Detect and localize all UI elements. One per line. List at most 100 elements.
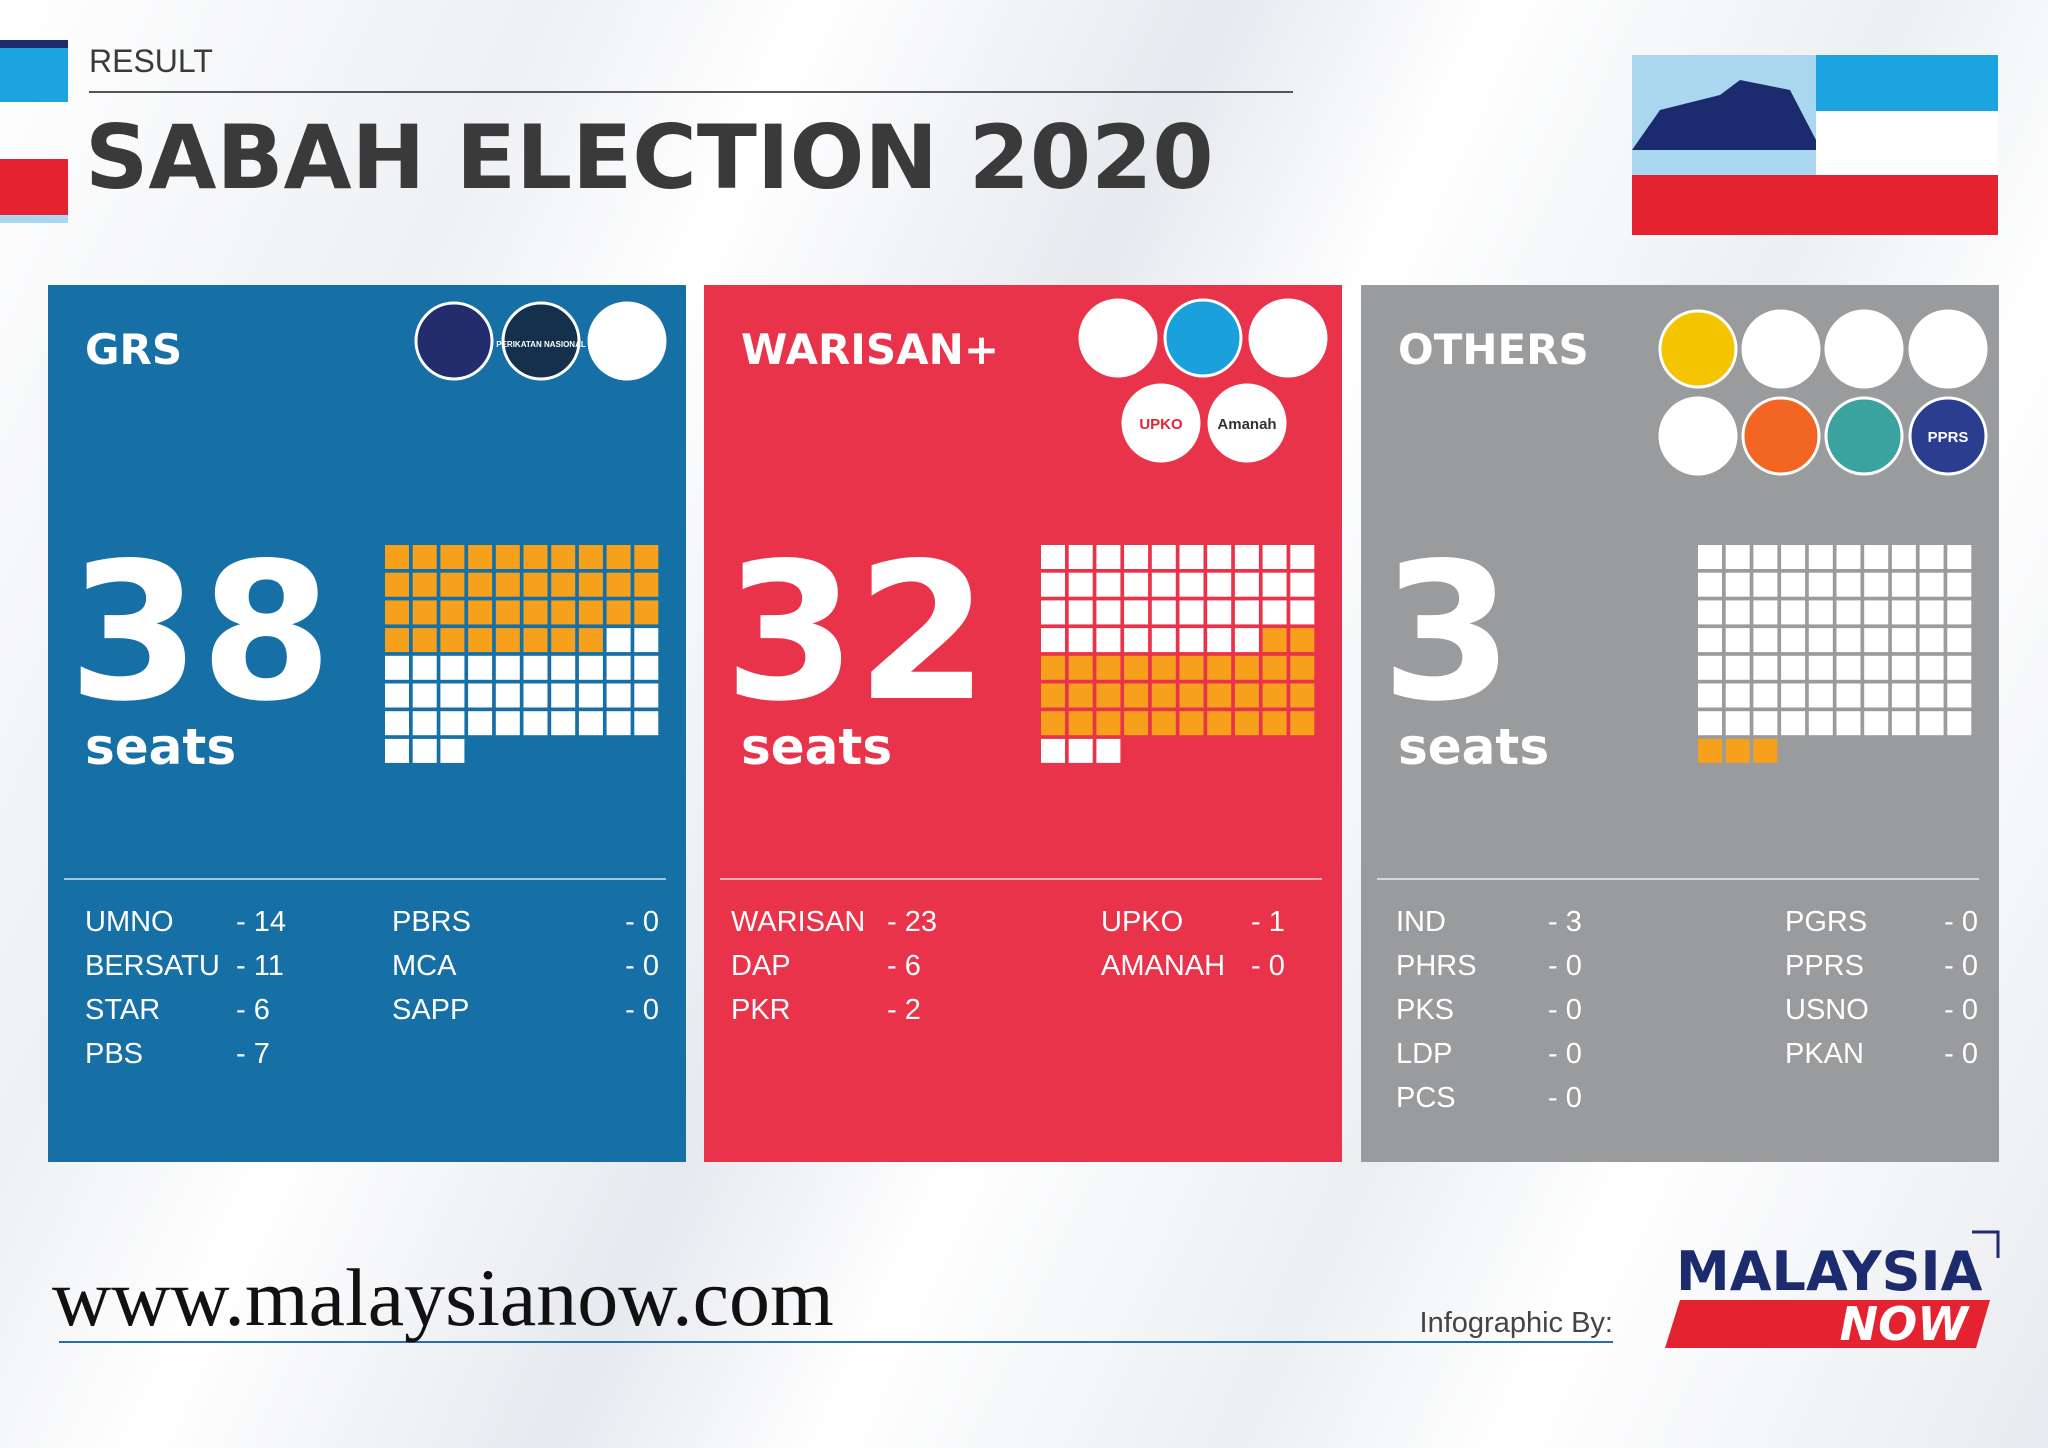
waffle-cell: [1781, 655, 1806, 680]
party-logo: [1824, 309, 1904, 389]
waffle-seat: [523, 628, 548, 653]
party-logo: [1658, 396, 1738, 476]
waffle-seat: [1096, 711, 1121, 736]
waffle-seat: [412, 572, 437, 597]
seats-label: seats: [741, 718, 892, 776]
waffle-cell: [606, 683, 631, 708]
waffle-seat: [495, 600, 520, 625]
stripe-navy: [0, 40, 68, 48]
logo-text: PERIKATAN NASIONAL: [496, 340, 586, 349]
panel-title: OTHERS: [1398, 325, 1589, 374]
waffle-cell: [1096, 600, 1121, 625]
waffle-cell: [1808, 711, 1833, 736]
waffle-cell: [1753, 655, 1778, 680]
brand-band: [1665, 1300, 1990, 1348]
waffle-cell: [1753, 711, 1778, 736]
waffle-cell: [1919, 545, 1944, 569]
waffle-cell: [1179, 545, 1204, 569]
party-name: PHRS: [1396, 950, 1477, 982]
waffle-seat: [1124, 683, 1149, 708]
waffle-cell: [1698, 572, 1722, 597]
waffle-seat: [1151, 655, 1176, 680]
waffle-cell: [1891, 628, 1916, 653]
waffle-seat: [440, 572, 465, 597]
waffle-cell: [1891, 655, 1916, 680]
waffle-cell: [1864, 600, 1889, 625]
waffle-seat: [1068, 711, 1093, 736]
waffle-cell: [1836, 600, 1861, 625]
party-logo: [1248, 298, 1328, 378]
waffle-cell: [1753, 545, 1778, 569]
waffle-seat: [1207, 711, 1232, 736]
waffle-cell: [468, 711, 493, 736]
waffle-cell: [1262, 600, 1287, 625]
waffle-cell: [1041, 545, 1065, 569]
waffle-cell: [385, 683, 409, 708]
waffle-seat: [440, 545, 465, 569]
waffle-cell: [412, 711, 437, 736]
party-logo: [1908, 396, 1988, 476]
seats-label: seats: [85, 718, 236, 776]
waffle-seat: [1290, 655, 1315, 680]
waffle-cell: [1234, 600, 1259, 625]
waffle-seat: [1698, 738, 1722, 763]
waffle-cell: [1947, 683, 1972, 708]
waffle-seat: [468, 600, 493, 625]
waffle-cell: [1234, 545, 1259, 569]
party-name: PGRS: [1785, 906, 1867, 938]
waffle-cell: [1151, 572, 1176, 597]
waffle-cell: [1836, 628, 1861, 653]
waffle-cell: [1207, 545, 1232, 569]
waffle-cell: [1891, 572, 1916, 597]
waffle-cell: [1151, 628, 1176, 653]
waffle-cell: [1725, 711, 1750, 736]
waffle-seat: [1179, 655, 1204, 680]
waffle-cell: [1207, 572, 1232, 597]
party-seats: - 14: [236, 906, 286, 938]
waffle-cell: [1836, 683, 1861, 708]
waffle-cell: [412, 683, 437, 708]
waffle-seat: [1151, 711, 1176, 736]
party-name: AMANAH: [1101, 950, 1225, 982]
seats-label: seats: [1398, 718, 1549, 776]
waffle-cell: [1068, 545, 1093, 569]
waffle-seat: [1179, 683, 1204, 708]
waffle-seat: [1753, 738, 1778, 763]
waffle-seat: [1096, 683, 1121, 708]
waffle-seat: [1151, 683, 1176, 708]
waffle-cell: [1698, 545, 1722, 569]
waffle-seat: [440, 600, 465, 625]
panel-title: GRS: [85, 325, 182, 374]
waffle-seat: [1179, 711, 1204, 736]
party-logo: [1121, 383, 1201, 463]
waffle-cell: [1947, 628, 1972, 653]
waffle-cell: [1068, 628, 1093, 653]
waffle-seat: [385, 628, 409, 653]
waffle-cell: [1698, 655, 1722, 680]
waffle-seat: [523, 572, 548, 597]
party-seats: - 0: [1548, 994, 1582, 1026]
waffle-seat: [606, 600, 631, 625]
party-seats: - 7: [236, 1038, 270, 1070]
waffle-seat: [385, 600, 409, 625]
waffle-cell: [1151, 600, 1176, 625]
waffle-seat: [1124, 655, 1149, 680]
party-seats: - 0: [1548, 1082, 1582, 1114]
waffle-cell: [1781, 711, 1806, 736]
waffle-seat: [634, 572, 659, 597]
waffle-cell: [578, 711, 603, 736]
party-logo: [501, 301, 581, 381]
waffle-seat: [578, 628, 603, 653]
party-name: PBS: [85, 1038, 143, 1070]
waffle-seat: [1262, 655, 1287, 680]
waffle-cell: [1262, 572, 1287, 597]
waffle-cell: [440, 711, 465, 736]
waffle-cell: [1919, 711, 1944, 736]
waffle-cell: [1698, 628, 1722, 653]
panel-title: WARISAN+: [741, 325, 999, 374]
waffle-cell: [523, 711, 548, 736]
waffle-cell: [1781, 600, 1806, 625]
waffle-cell: [1179, 572, 1204, 597]
